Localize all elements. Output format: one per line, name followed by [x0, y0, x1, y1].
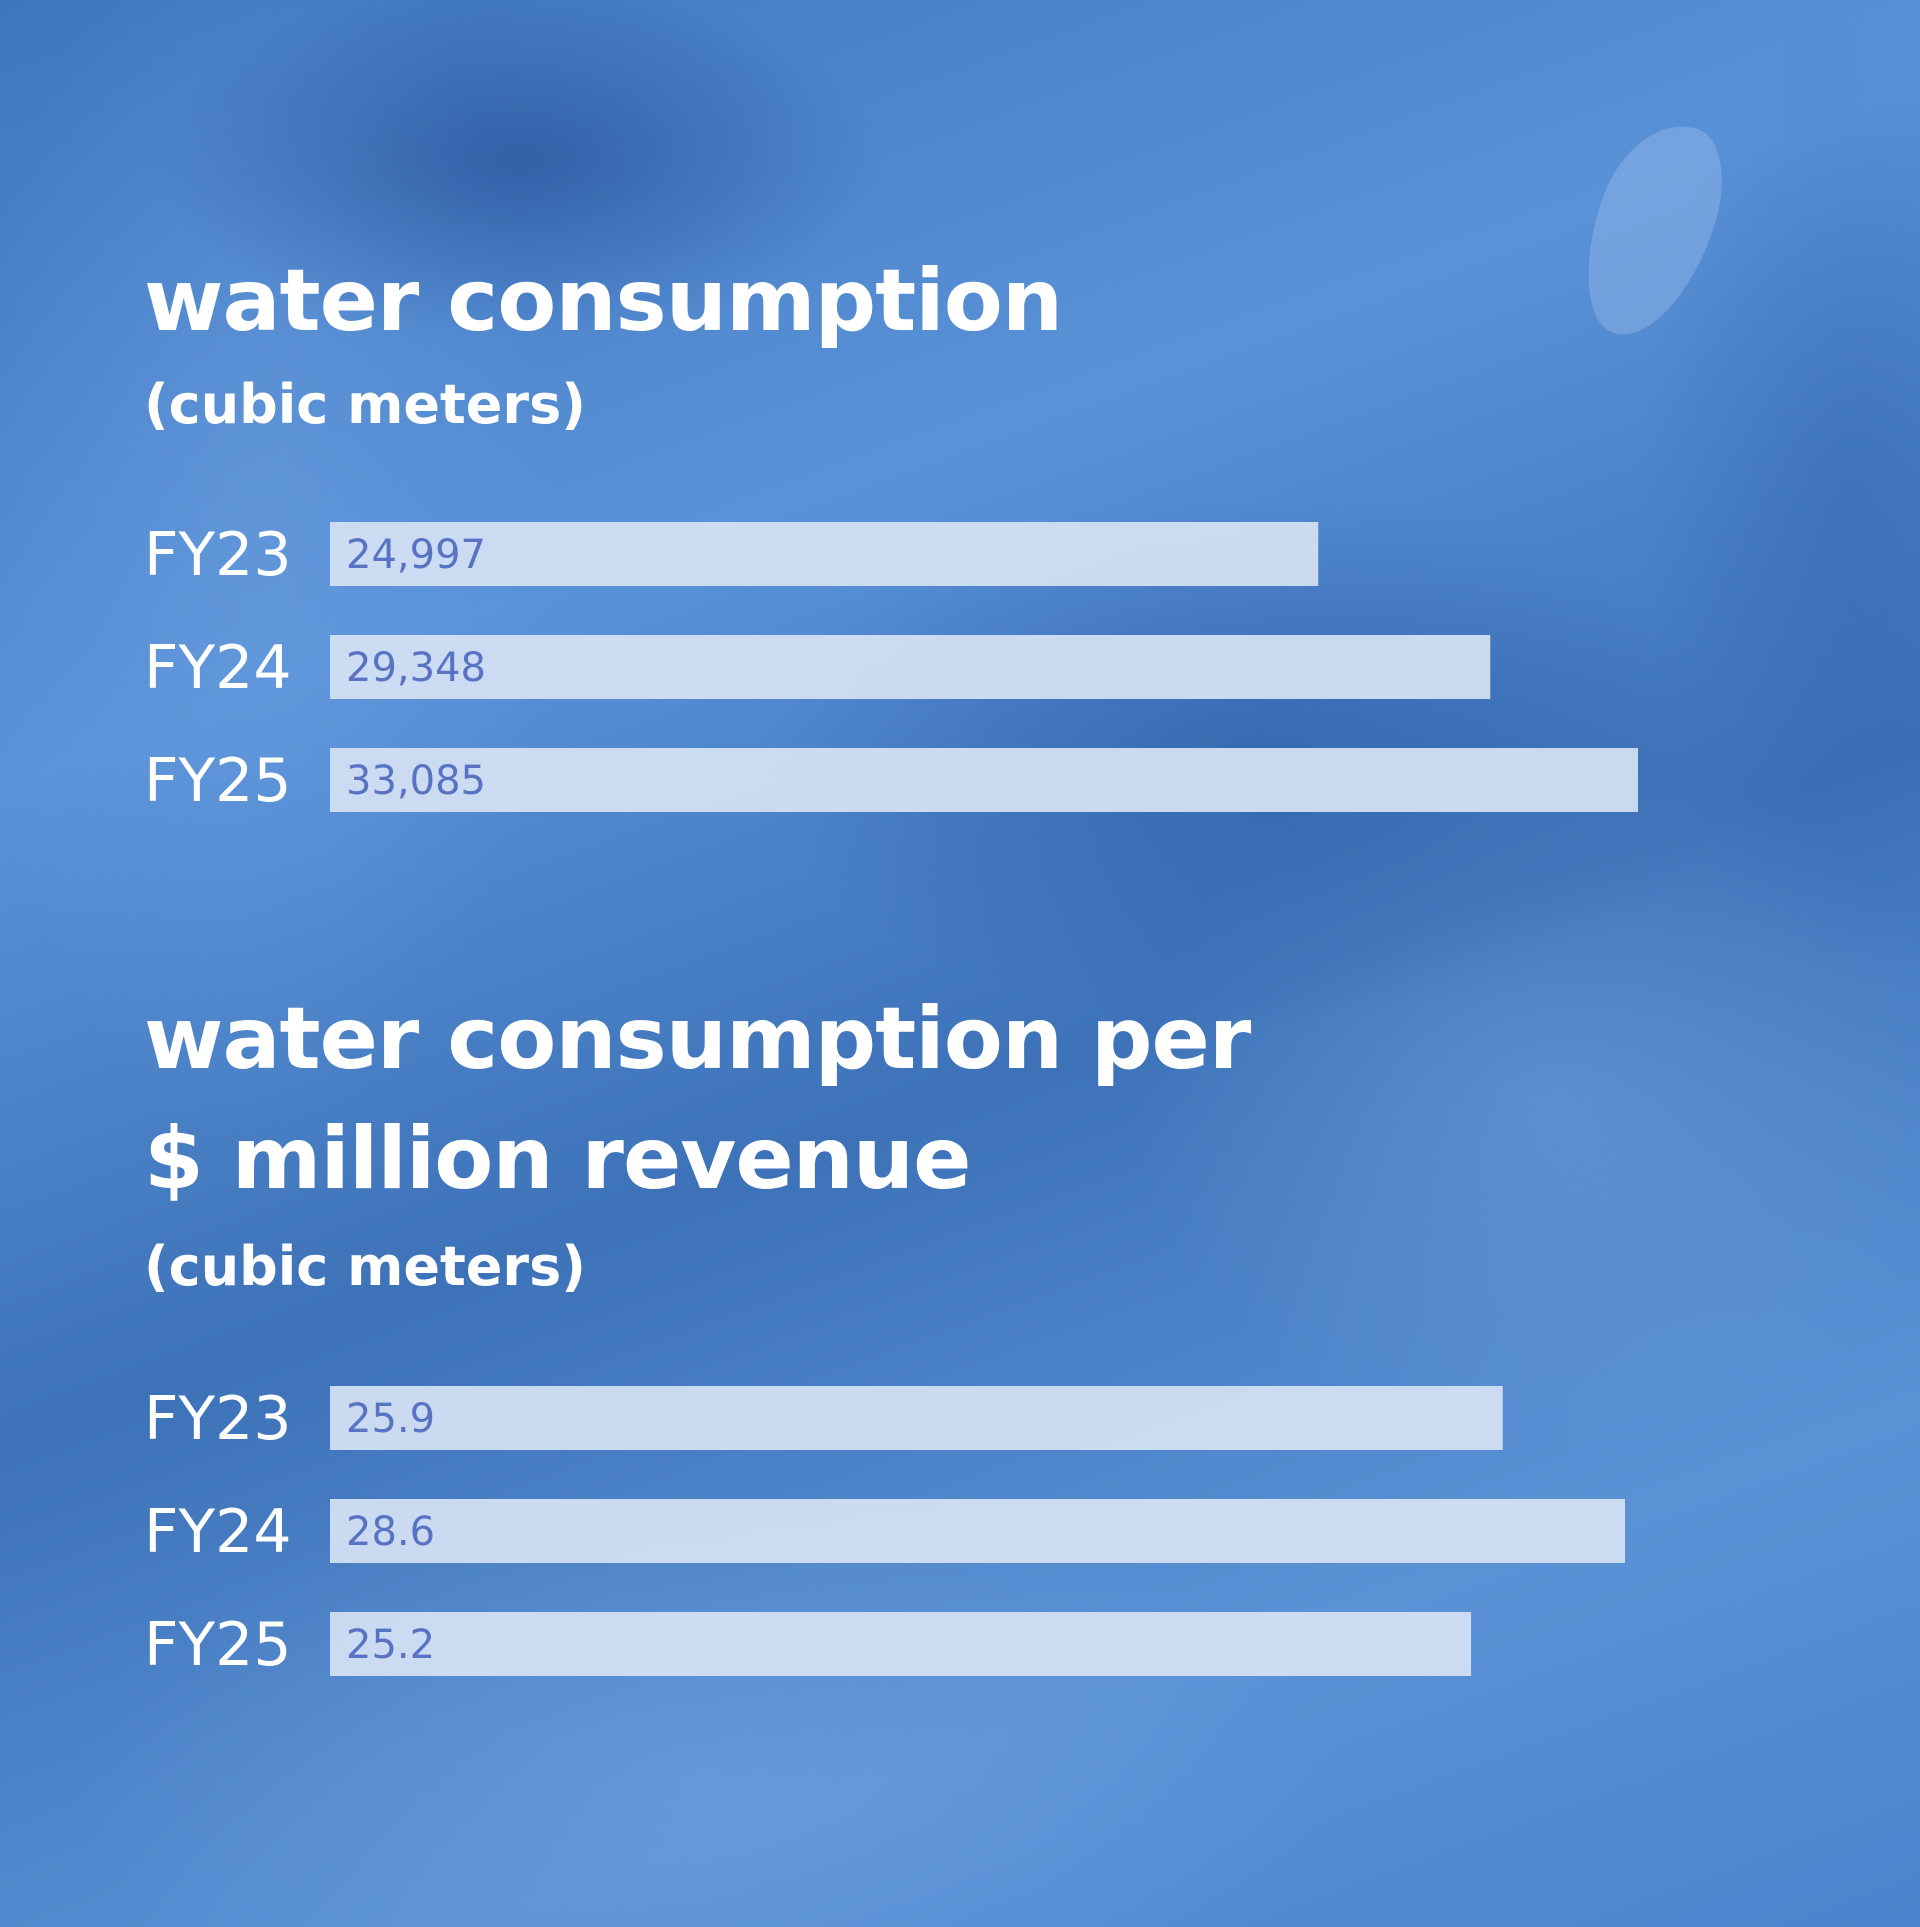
chart-2-bars: FY23 25.9 FY24 28.6 FY25 25.2 — [144, 1384, 1625, 1680]
bar-fy23 — [330, 1386, 1503, 1450]
chart-2-subtitle: (cubic meters) — [144, 1235, 586, 1298]
bar-fy24 — [330, 635, 1491, 699]
chart-1-bars: FY23 24,997 FY24 29,348 FY25 33,085 — [144, 520, 1638, 816]
category-label-fy23: FY23 — [144, 1384, 292, 1454]
bar-fy25 — [330, 1612, 1472, 1676]
category-label-fy25: FY25 — [144, 746, 292, 816]
chart-1-title: water consumption — [144, 251, 1063, 351]
value-label-fy24: 28.6 — [346, 1509, 435, 1555]
category-label-fy24: FY24 — [144, 1497, 292, 1567]
category-label-fy23: FY23 — [144, 520, 292, 590]
value-label-fy25: 33,085 — [346, 758, 486, 804]
value-label-fy23: 25.9 — [346, 1396, 435, 1442]
category-label-fy24: FY24 — [144, 633, 292, 703]
bar-fy25 — [330, 748, 1638, 812]
chart-2-title-line-2: $ million revenue — [144, 1109, 971, 1209]
bar-fy24 — [330, 1499, 1625, 1563]
chart-2-title-line-1: water consumption per — [144, 989, 1251, 1089]
value-label-fy23: 24,997 — [346, 532, 486, 578]
value-label-fy25: 25.2 — [346, 1622, 435, 1668]
bar-fy23 — [330, 522, 1319, 586]
chart-1-subtitle: (cubic meters) — [144, 373, 586, 436]
category-label-fy25: FY25 — [144, 1610, 292, 1680]
value-label-fy24: 29,348 — [346, 645, 486, 691]
